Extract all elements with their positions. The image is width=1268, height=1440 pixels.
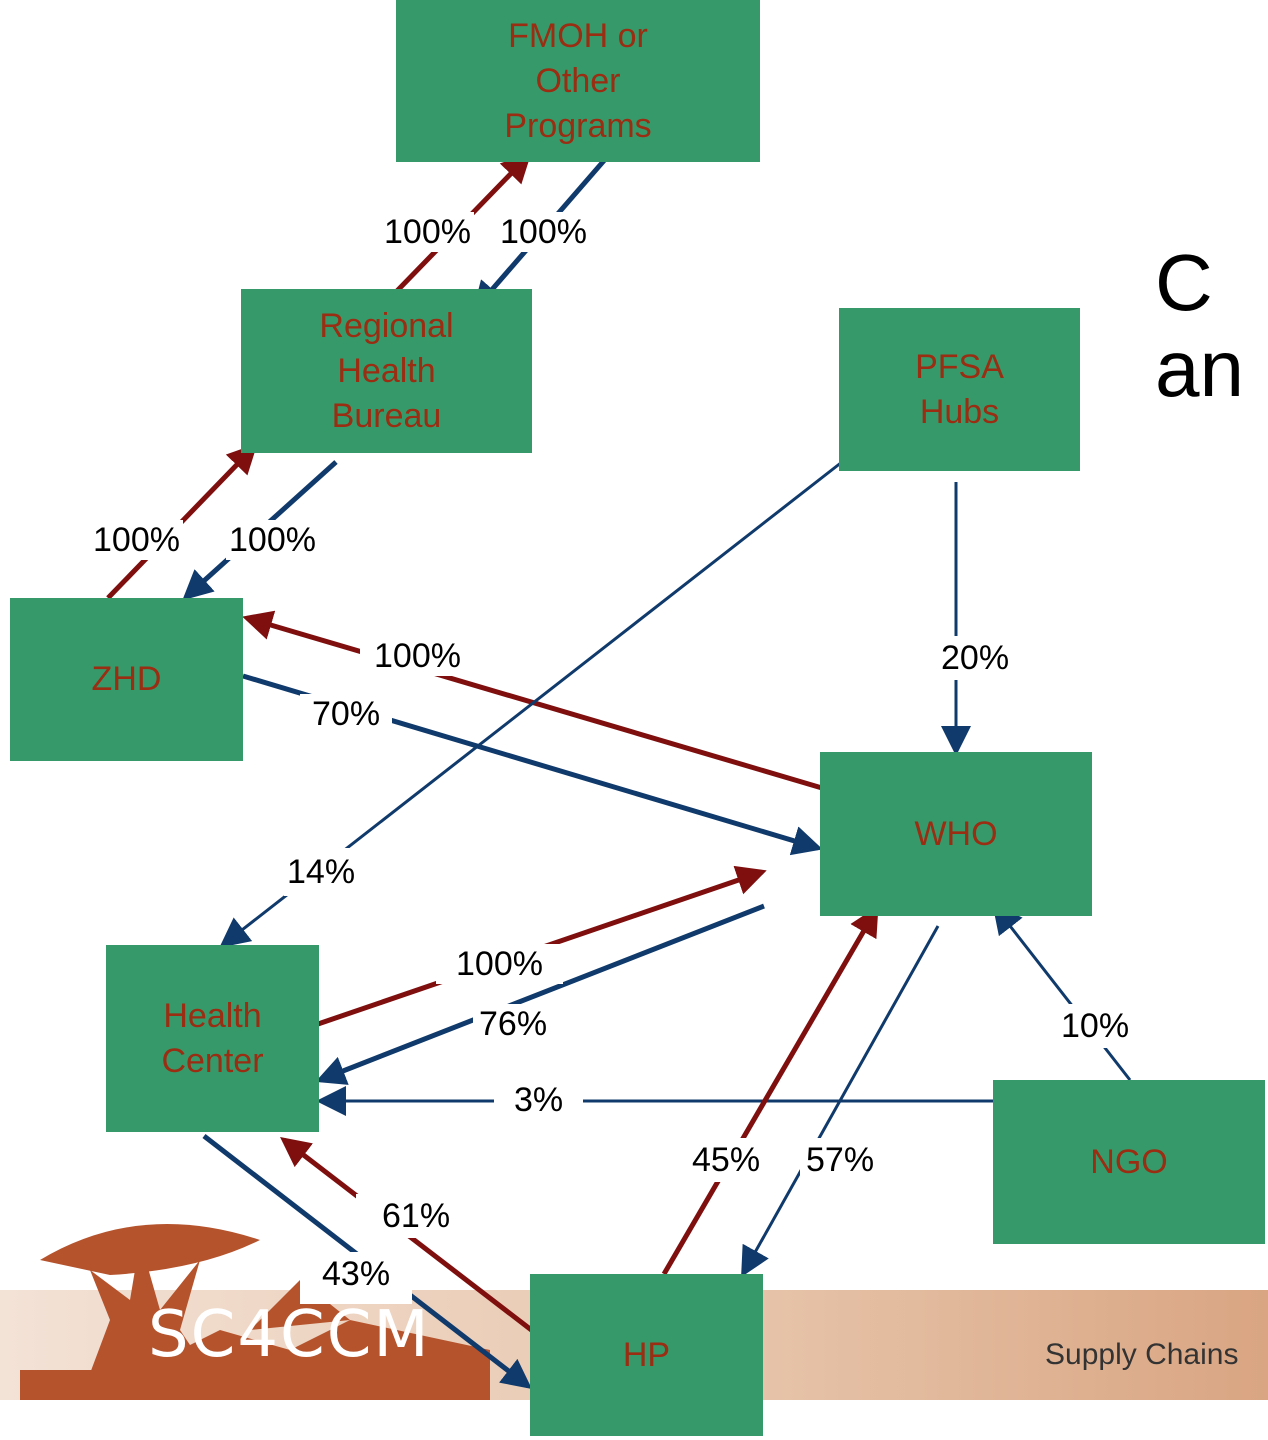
edge-label-hc-to-hp: 43%	[300, 1252, 413, 1304]
node-fmoh: FMOH or Other Programs	[396, 0, 760, 162]
edge-label-fmoh-to-rhb: 100%	[497, 212, 590, 252]
edge-label-hp-to-who: 45%	[686, 1138, 767, 1182]
edge-label-pfsa-to-who: 20%	[938, 636, 1013, 680]
edge-who-to-hc	[315, 903, 765, 1085]
edge-hp-to-who	[661, 905, 879, 1276]
edge-label-hc-to-who: 100%	[436, 944, 563, 984]
edge-label-rhb-to-fmoh: 100%	[381, 212, 474, 252]
node-hp: HP	[530, 1274, 763, 1436]
tree-logo-icon	[20, 1224, 490, 1400]
node-pfsa-hubs: PFSA Hubs	[839, 308, 1080, 471]
partial-title: C an	[1155, 238, 1244, 413]
logo-text: SC4CCM	[148, 1298, 431, 1372]
edge-label-who-to-hc: 76%	[473, 1004, 554, 1044]
node-ngo: NGO	[993, 1080, 1265, 1244]
footer-tagline: Supply Chains	[1045, 1338, 1239, 1371]
edge-who-to-hp	[741, 925, 940, 1278]
edge-label-who-to-hp: 57%	[800, 1138, 881, 1182]
edge-label-zhd-to-rhb: 100%	[90, 520, 183, 560]
node-health-center: Health Center	[106, 945, 319, 1132]
edge-label-zhd-to-who: 70%	[300, 694, 393, 734]
edge-label-hp-to-hc: 61%	[356, 1194, 477, 1238]
node-zhd: ZHD	[10, 598, 243, 761]
edge-label-ngo-to-who: 10%	[1055, 1004, 1136, 1048]
edge-ngo-to-who	[992, 903, 1132, 1081]
edge-label-who-to-zhd: 100%	[360, 636, 475, 676]
edge-label-ngo-to-hc: 3%	[494, 1080, 584, 1120]
edge-label-pfsa-to-hc: 14%	[284, 848, 364, 896]
node-regional-health-bureau: Regional Health Bureau	[241, 289, 532, 453]
edge-label-rhb-to-zhd: 100%	[226, 520, 319, 560]
node-who: WHO	[820, 752, 1092, 916]
